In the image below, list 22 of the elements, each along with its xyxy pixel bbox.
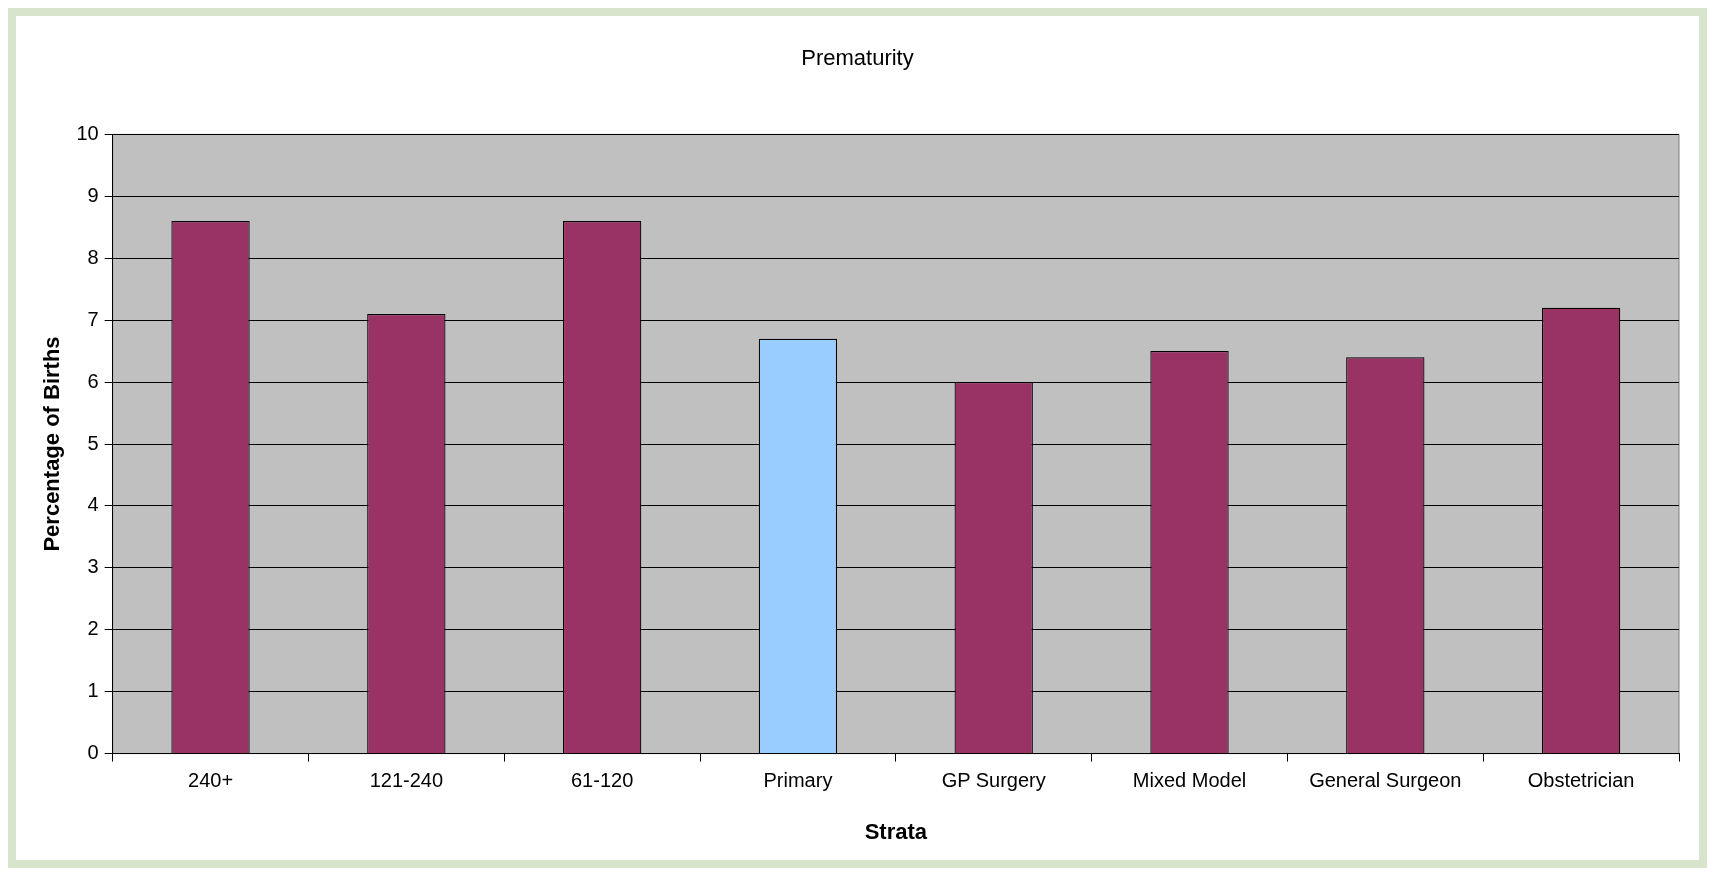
x-tick-label: Primary	[763, 769, 833, 792]
x-tick-label: Mixed Model	[1132, 769, 1247, 792]
y-tick-label: 1	[87, 679, 99, 702]
y-tick-label: 4	[87, 493, 99, 516]
y-tick-label: 8	[87, 245, 99, 268]
y-tick-label: 5	[87, 431, 99, 454]
x-tick-label: General Surgeon	[1309, 769, 1462, 792]
x-tick-label: 61-120	[570, 769, 634, 792]
x-tick-label: 121-240	[369, 769, 444, 792]
y-tick-label: 0	[87, 741, 99, 764]
x-tick-label: GP Surgery	[941, 769, 1046, 792]
chart-title: Prematurity	[801, 45, 914, 71]
y-tick-label: 2	[87, 617, 99, 640]
x-tick-label: 240+	[188, 769, 234, 792]
x-tick-label: Obstetrician	[1527, 769, 1635, 792]
y-tick-label: 10	[76, 121, 99, 144]
y-tick-label: 7	[87, 307, 99, 330]
y-tick-label: 9	[87, 183, 99, 206]
x-axis-title: Strata	[864, 818, 928, 844]
y-axis-title: Percentage of Births	[39, 336, 65, 552]
y-tick-label: 6	[87, 369, 99, 392]
y-tick-label: 3	[87, 555, 99, 578]
